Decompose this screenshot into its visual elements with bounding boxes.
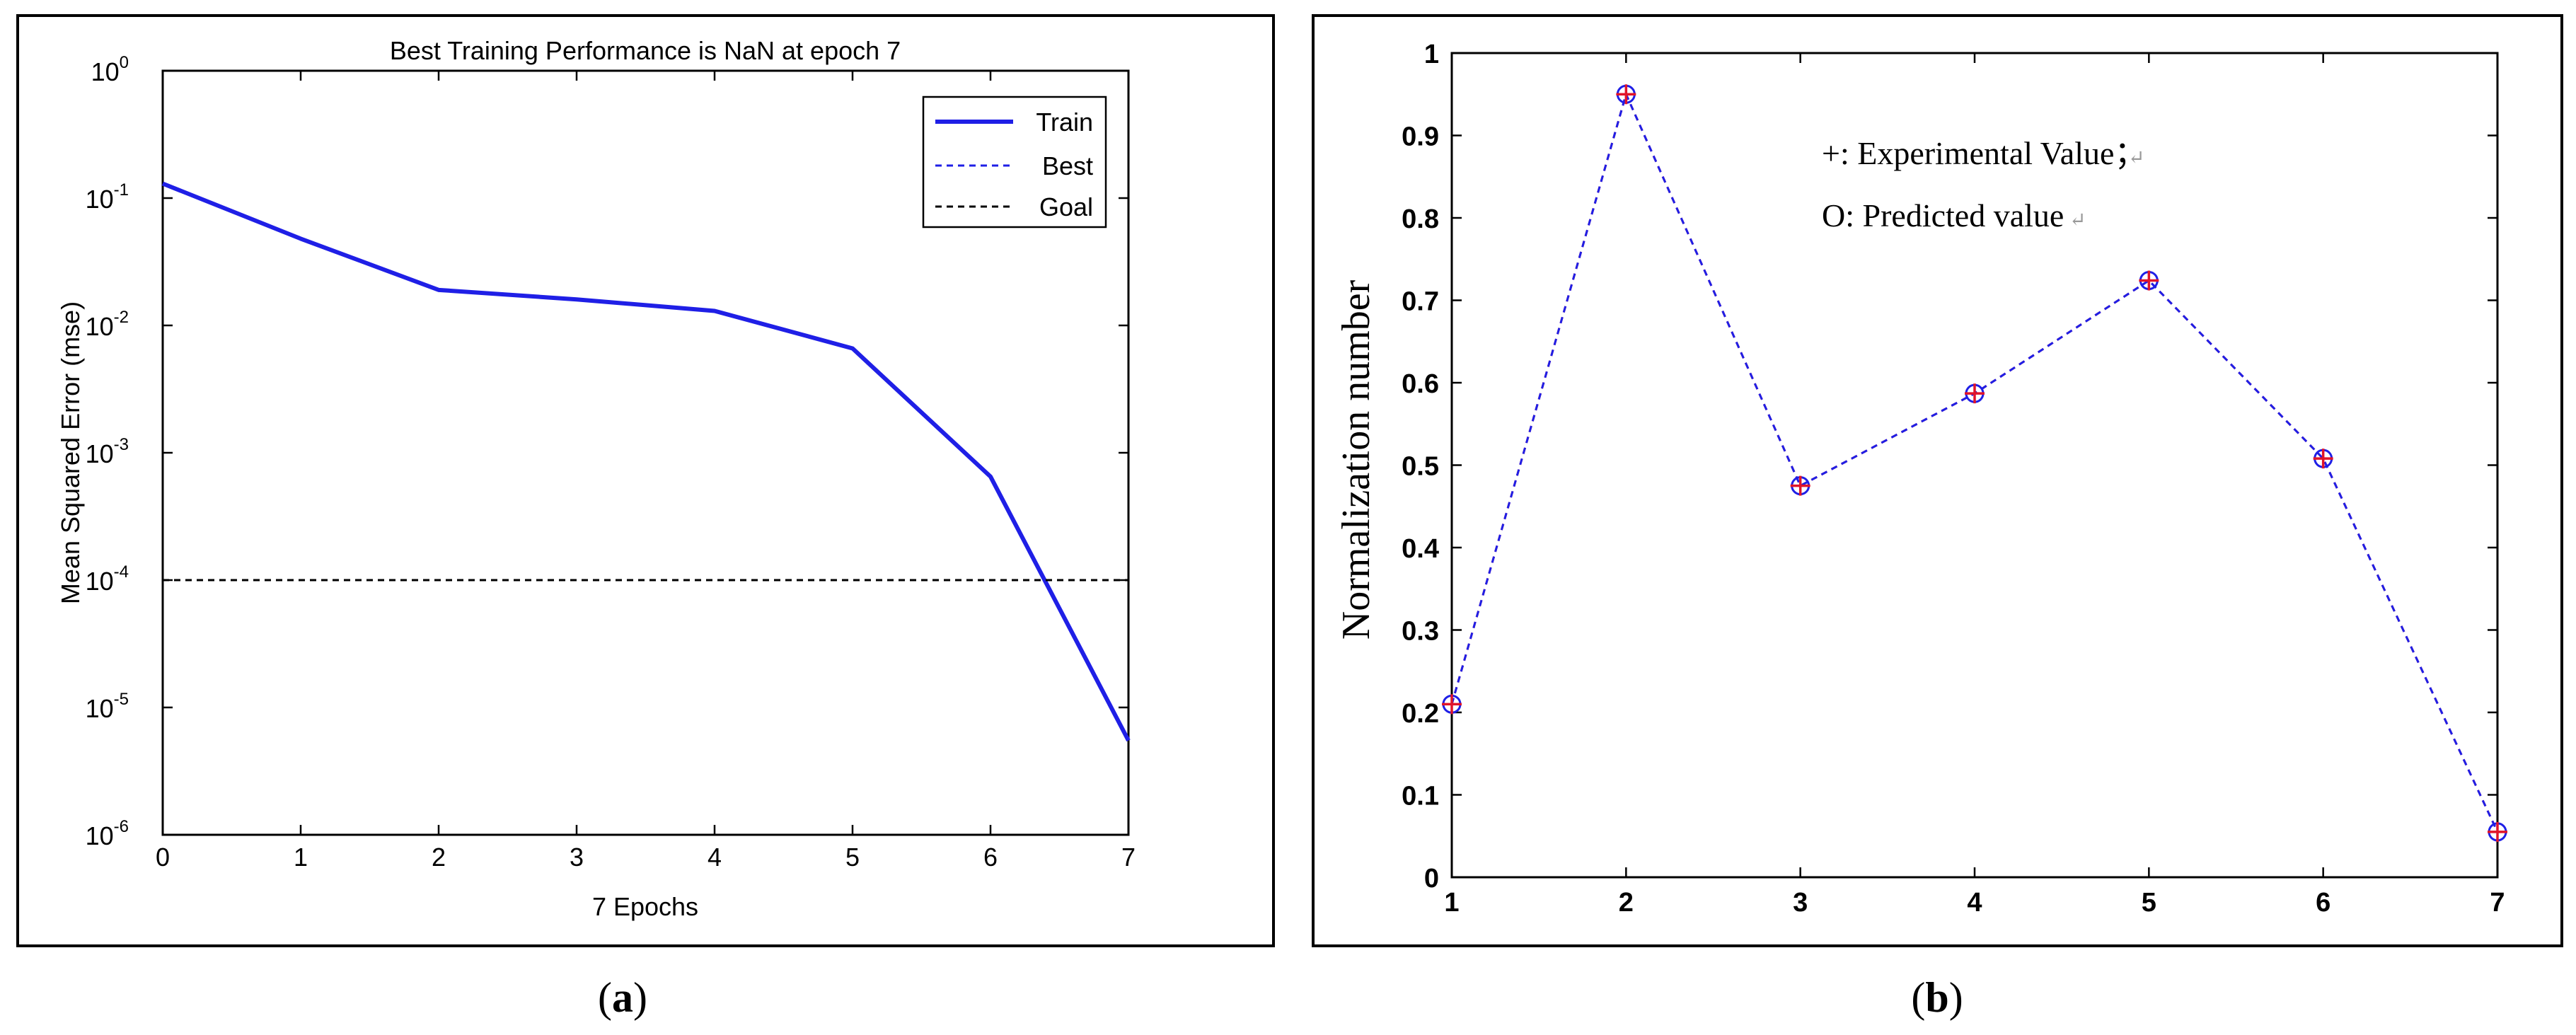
- panel-a-title: Best Training Performance is NaN at epoc…: [390, 36, 901, 65]
- y-tick-label: 10-6: [86, 817, 129, 850]
- y-tick-label: 10-3: [86, 435, 129, 468]
- panel-a-letter: a: [612, 974, 633, 1021]
- legend-box: [922, 96, 1107, 229]
- panel-b-plot-area: [1450, 52, 2499, 879]
- panel-a-mse-chart: Best Training Performance is NaN at epoc…: [16, 14, 1275, 947]
- panel-a-caption: (a): [598, 974, 647, 1021]
- x-tick-label: 2: [1619, 888, 1634, 918]
- panel-b-series: [1442, 84, 2507, 842]
- y-tick-label: 0.1: [1402, 782, 1439, 811]
- experimental-point: [1790, 475, 1810, 496]
- experimental-point: [1442, 694, 1462, 715]
- panel-b-caption: (b): [1911, 974, 1963, 1021]
- x-tick-label: 4: [1967, 888, 1982, 918]
- y-tick-label: 0.4: [1402, 534, 1439, 564]
- x-tick-label: 7: [1121, 843, 1136, 872]
- panel-a-y-axis-label: Mean Squared Error (mse): [56, 301, 85, 604]
- annotation-predicted: O: Predicted value: [1822, 197, 2064, 233]
- x-tick-label: 2: [432, 843, 446, 872]
- x-tick-label: 3: [570, 843, 584, 872]
- y-tick-label: 0.2: [1402, 699, 1439, 729]
- x-tick-label: 7: [2490, 888, 2505, 918]
- panel-a-x-axis-label: 7 Epochs: [592, 892, 698, 921]
- experimental-point: [1616, 84, 1636, 105]
- x-tick-label: 3: [1793, 888, 1808, 918]
- experimental-point: [2139, 270, 2159, 291]
- y-tick-label: 10-4: [86, 562, 129, 596]
- y-tick-label: 100: [91, 53, 129, 86]
- series-line-train: [161, 181, 1131, 742]
- y-tick-label: 0.7: [1402, 287, 1439, 317]
- y-tick-label: 10-2: [86, 308, 129, 341]
- paren-open: (: [1911, 974, 1925, 1021]
- legend-best-label: Best: [1042, 151, 1093, 180]
- x-tick-label: 1: [294, 843, 308, 872]
- panel-b-ticks: 1 2 3 4 5 6 7 0 0.1 0.2 0.3 0.4 0.5 0.6 0.7 0.8 0.9 1: [1402, 40, 2505, 918]
- paren-close: ): [633, 974, 647, 1021]
- x-tick-label: 5: [845, 843, 860, 872]
- y-tick-label: 0.5: [1402, 452, 1439, 482]
- panel-a-ticks: 0 1 2 3 4 5 6 7 100 10-1 10-2 10-3 10-4 10-5 10-6: [86, 53, 1136, 872]
- annotation-experimental: +: Experimental Value；: [1822, 135, 2147, 171]
- x-tick-label: 5: [2142, 888, 2156, 918]
- y-tick-label: 0.8: [1402, 204, 1439, 234]
- legend-train-label: Train: [1036, 108, 1093, 137]
- y-tick-label: 0.3: [1402, 617, 1439, 647]
- y-tick-label: 10-1: [86, 180, 129, 214]
- x-tick-label: 1: [1444, 888, 1459, 918]
- panel-b-y-axis-label: Normalization number: [1334, 279, 1378, 640]
- x-tick-label: 0: [156, 843, 170, 872]
- panel-a-legend: Train Best Goal: [922, 96, 1107, 229]
- y-tick-label: 10-5: [86, 690, 129, 723]
- experimental-point: [2313, 449, 2333, 469]
- x-tick-label: 6: [2316, 888, 2330, 918]
- experimental-point: [2488, 821, 2507, 842]
- legend-goal-label: Goal: [1039, 192, 1093, 221]
- y-tick-label: 0.9: [1402, 122, 1439, 152]
- return-mark-icon: ↵: [2128, 147, 2144, 169]
- experimental-point: [1965, 383, 1985, 404]
- paren-open: (: [598, 974, 612, 1021]
- y-tick-label: 1: [1424, 40, 1439, 69]
- paren-close: ): [1949, 974, 1963, 1021]
- x-tick-label: 6: [983, 843, 998, 872]
- return-mark-icon: ↵: [2069, 209, 2086, 231]
- y-tick-label: 0.6: [1402, 369, 1439, 399]
- panel-b-normalization-chart: Normalization number 1 2 3 4 5 6 7 0 0.1 0.2 0.3 0.…: [1312, 14, 2563, 947]
- panel-a-series: [161, 181, 1131, 742]
- x-tick-label: 4: [707, 843, 722, 872]
- y-tick-label: 0: [1424, 864, 1439, 894]
- panel-b-letter: b: [1925, 974, 1948, 1021]
